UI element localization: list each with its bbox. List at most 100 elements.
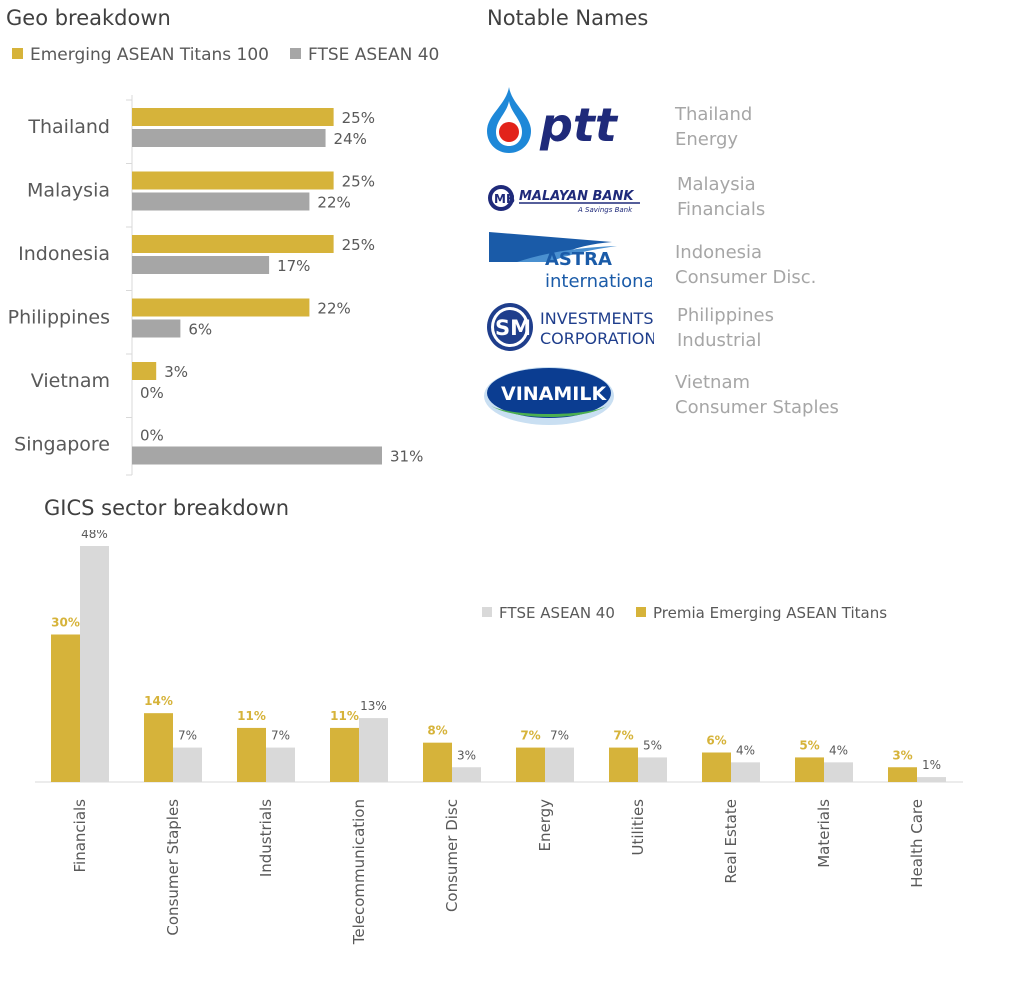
gics-bar-ftse [824,762,853,782]
gics-bar-titans [423,742,452,782]
geo-category-label: Philippines [8,307,110,329]
gics-data-label: 4% [829,743,848,757]
sm-logo-sub: CORPORATION [540,329,654,348]
geo-data-label: 25% [342,173,375,191]
gics-bar-titans [888,767,917,782]
gics-category-label: Telecommunication [350,799,368,945]
gics-bar-ftse [731,762,760,782]
geo-bar-titans [132,362,157,380]
notable-item-sm: Philippines Industrial [677,303,774,353]
notable-item-astra: Indonesia Consumer Disc. [675,240,816,290]
gics-bar-ftse [80,546,109,782]
notable-item-vinamilk: Vietnam Consumer Staples [675,370,839,420]
gics-data-label: 30% [51,616,80,630]
maybank-logo: MB MALAYAN BANK A Savings Bank [486,182,646,216]
gics-data-label: 4% [736,743,755,757]
gics-data-label: 5% [799,738,819,752]
geo-bar-titans [132,108,334,126]
geo-bar-titans [132,235,334,253]
geo-bar-ftse [132,129,326,147]
gics-data-label: 7% [520,729,540,743]
gics-data-label: 11% [330,709,359,723]
gics-data-label: 7% [550,729,569,743]
geo-data-label: 31% [390,448,423,466]
gics-data-label: 13% [360,699,387,713]
gics-category-label: Consumer Disc [443,799,461,912]
notable-item-maybank: Malaysia Financials [677,172,765,222]
geo-data-label: 22% [317,300,350,318]
gics-bar-ftse [917,777,946,782]
geo-category-label: Thailand [27,116,110,138]
gics-bar-titans [702,752,731,782]
gics-legend-swatch-titans [636,607,646,617]
gics-bar-titans [330,727,359,782]
vinamilk-logo-text: VINAMILK [501,383,607,405]
notable-sector: Consumer Disc. [675,267,817,288]
notable-sector: Industrial [677,330,762,351]
gics-category-label: Industrials [257,799,275,877]
gics-data-label: 7% [178,729,197,743]
notable-sector: Financials [677,199,766,220]
gics-category-label: Real Estate [722,799,740,884]
gics-bar-titans [51,634,80,782]
astra-logo-text: ASTRA [545,249,612,270]
geo-bar-ftse [132,446,382,465]
gics-category-label: Materials [815,799,833,868]
geo-bar-titans [132,298,310,317]
gics-category-label: Utilities [629,799,647,856]
geo-legend-item-titans: Emerging ASEAN Titans 100 [12,45,269,65]
gics-legend-label-ftse: FTSE ASEAN 40 [499,604,615,622]
geo-data-label: 25% [342,236,375,254]
geo-bar-titans [132,171,334,190]
geo-bar-ftse [132,192,310,211]
gics-bar-titans [237,727,266,782]
geo-data-label: 0% [140,427,164,445]
notable-title: Notable Names [487,6,649,30]
notable-country: Vietnam [675,372,751,393]
gics-bar-ftse [173,747,202,782]
notable-country: Malaysia [677,174,756,195]
maybank-logo-text: MALAYAN BANK [519,189,634,204]
geo-data-label: 6% [188,321,212,339]
gics-bar-ftse [359,718,388,782]
notable-country: Indonesia [675,242,763,263]
gics-bar-ftse [452,767,481,782]
geo-legend-swatch-titans [12,48,23,59]
ptt-logo: ptt [484,85,634,155]
geo-category-label: Vietnam [31,370,110,392]
maybank-logo-sub: A Savings Bank [577,206,633,214]
gics-data-label: 5% [643,738,662,752]
gics-category-label: Consumer Staples [164,799,182,936]
geo-data-label: 22% [317,194,350,212]
gics-title: GICS sector breakdown [44,496,290,520]
geo-data-label: 25% [342,109,375,127]
geo-title: Geo breakdown [6,6,171,30]
gics-bar-titans [795,757,824,782]
gics-data-label: 3% [892,748,912,762]
gics-data-label: 14% [144,694,173,708]
gics-legend-label-titans: Premia Emerging ASEAN Titans [653,604,888,622]
notable-sector: Energy [675,129,739,150]
gics-legend-swatch-ftse [482,607,492,617]
astra-logo-sub: international [545,271,652,292]
sm-logo-mark: SM [495,316,531,340]
gics-chart: 30% 48% Financials 14% 7% Consumer Staples 11%… [35,530,963,945]
astra-logo: ASTRA international [487,230,660,292]
geo-legend-swatch-ftse [290,48,301,59]
geo-data-label: 0% [140,384,164,402]
notable-item-ptt: Thailand Energy [675,102,752,152]
gics-data-label: 7% [271,729,290,743]
geo-data-label: 17% [277,257,310,275]
geo-category-label: Singapore [14,434,110,456]
sm-logo: SM INVESTMENTS CORPORATION [486,302,656,354]
geo-category-label: Indonesia [18,243,110,265]
gics-bar-ftse [638,757,667,782]
geo-category-label: Malaysia [27,180,110,202]
gics-bar-ftse [545,747,574,782]
gics-data-label: 3% [457,748,476,762]
gics-category-label: Health Care [908,799,926,888]
gics-data-label: 8% [427,724,447,738]
svg-text:MB: MB [494,192,515,206]
gics-category-label: Energy [536,799,554,852]
gics-legend-item-titans: Premia Emerging ASEAN Titans [636,604,887,622]
